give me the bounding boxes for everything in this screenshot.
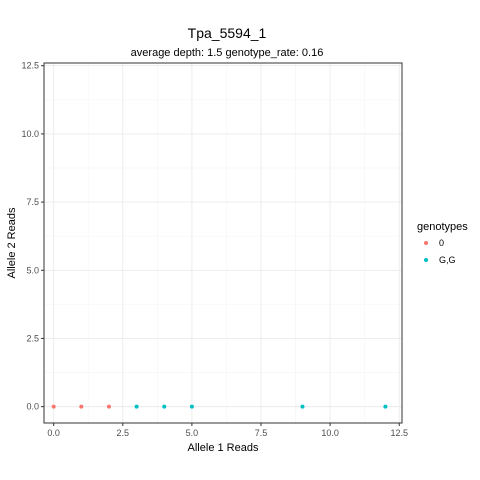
data-point [189,404,194,409]
y-axis-title: Allele 2 Reads [6,207,18,278]
legend-items: 0 G,G [424,238,456,265]
x-axis-title: Allele 1 Reads [188,442,259,454]
data-point [134,404,139,409]
data-point [106,404,111,409]
grid [44,63,402,423]
legend-key [424,241,428,245]
data-point [300,404,305,409]
y-tick-label: 2.5 [26,333,39,343]
y-tick-label: 5.0 [26,265,39,275]
x-tick-label: 5.0 [186,428,199,438]
legend-label: G,G [439,255,456,265]
data-point [383,404,388,409]
y-tick-label: 10.0 [21,129,39,139]
legend-label: 0 [439,238,444,248]
data-point [51,404,56,409]
legend: genotypes 0 G,G [417,221,468,265]
chart-subtitle: average depth: 1.5 genotype_rate: 0.16 [131,47,324,59]
legend-key [424,258,428,262]
x-tick-label: 10.0 [321,428,339,438]
x-axis: 0.0 2.5 5.0 7.5 10.0 12.5 [47,423,408,438]
legend-title: genotypes [417,221,468,233]
x-tick-label: 12.5 [390,428,408,438]
y-axis: 0.0 2.5 5.0 7.5 10.0 12.5 [21,61,44,412]
x-tick-label: 7.5 [255,428,268,438]
data-points [51,404,388,409]
data-point [162,404,167,409]
y-tick-label: 0.0 [26,402,39,412]
chart-title: Tpa_5594_1 [188,25,267,41]
y-tick-label: 7.5 [26,197,39,207]
y-tick-label: 12.5 [21,61,39,71]
x-tick-label: 2.5 [117,428,130,438]
plot-panel [43,62,403,424]
x-tick-label: 0.0 [47,428,60,438]
data-point [79,404,84,409]
